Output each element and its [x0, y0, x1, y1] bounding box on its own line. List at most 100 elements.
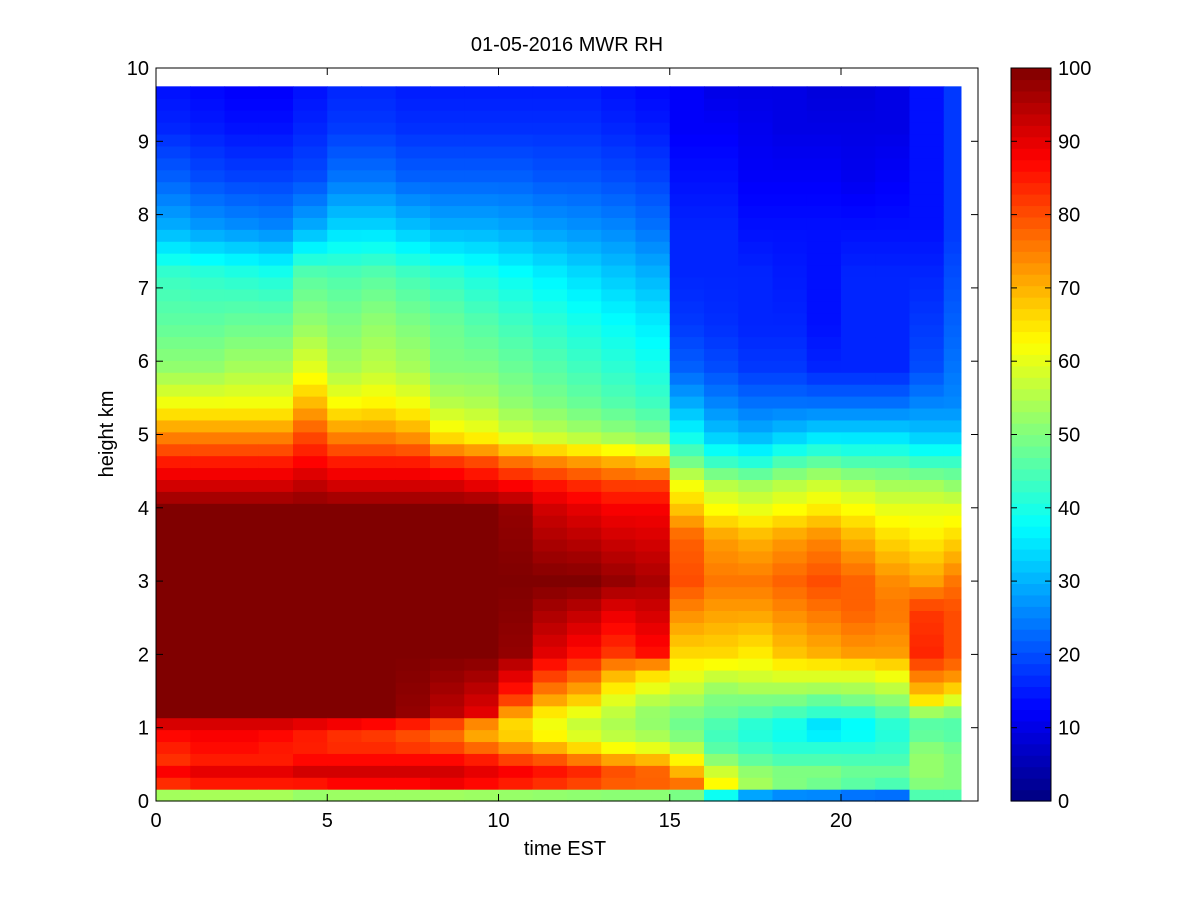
colorbar-band: [1011, 606, 1051, 619]
heatmap-cell: [567, 598, 602, 612]
heatmap-cell: [806, 431, 842, 445]
heatmap-cell: [258, 574, 294, 588]
heatmap-cell: [567, 729, 602, 743]
heatmap-cell: [772, 312, 808, 326]
heatmap-cell: [635, 407, 671, 421]
heatmap-cell: [841, 574, 876, 588]
heatmap-cell: [361, 145, 397, 159]
colorbar-band: [1011, 113, 1051, 126]
heatmap-cell: [361, 765, 397, 778]
heatmap-cell: [224, 610, 260, 623]
heatmap-cell: [909, 407, 945, 421]
heatmap-cell: [738, 193, 774, 207]
heatmap-cell: [156, 646, 191, 659]
heatmap-cell: [498, 157, 534, 171]
heatmap-cell: [464, 443, 500, 457]
heatmap-cell: [806, 241, 842, 254]
heatmap-cell: [498, 419, 534, 433]
heatmap-cell: [293, 276, 328, 290]
heatmap-cell: [156, 336, 191, 349]
heatmap-cell: [498, 443, 534, 457]
heatmap-cell: [293, 515, 328, 528]
heatmap-cell: [327, 586, 363, 600]
heatmap-cell: [224, 145, 260, 159]
heatmap-cell: [875, 110, 911, 123]
heatmap-cell: [635, 193, 671, 207]
heatmap-cell: [875, 598, 911, 612]
heatmap-cell: [772, 407, 808, 421]
heatmap-cell: [224, 193, 260, 207]
heatmap-cell: [601, 741, 637, 754]
heatmap-cell: [635, 646, 671, 659]
heatmap-cell: [258, 669, 294, 683]
heatmap-cell: [258, 145, 294, 159]
heatmap-cell: [841, 217, 876, 230]
heatmap-cell: [669, 646, 705, 659]
heatmap-cell: [395, 145, 431, 159]
heatmap-cell: [190, 479, 226, 492]
heatmap-cell: [943, 741, 962, 754]
heatmap-cell: [395, 253, 431, 266]
heatmap-cell: [669, 181, 705, 195]
heatmap-cell: [669, 622, 705, 635]
heatmap-cell: [875, 264, 911, 278]
heatmap-cell: [738, 789, 774, 802]
colorbar-band: [1011, 491, 1051, 504]
heatmap-cell: [532, 467, 568, 480]
heatmap-cell: [909, 312, 945, 326]
heatmap-cell: [567, 110, 602, 123]
heatmap-cell: [293, 527, 328, 540]
heatmap-cell: [361, 98, 397, 111]
colorbar-band: [1011, 640, 1051, 653]
heatmap-cell: [190, 181, 226, 195]
heatmap-cell: [806, 693, 842, 707]
heatmap-cell: [224, 574, 260, 588]
heatmap-cell: [395, 729, 431, 743]
heatmap-cell: [875, 253, 911, 266]
colorbar-band: [1011, 686, 1051, 699]
heatmap-cell: [704, 646, 739, 659]
colorbar-band: [1011, 732, 1051, 745]
heatmap-cell: [258, 181, 294, 195]
heatmap-cell: [601, 658, 637, 671]
heatmap-cell: [293, 741, 328, 754]
heatmap-cell: [841, 669, 876, 683]
heatmap-cell: [875, 300, 911, 314]
heatmap-cell: [464, 276, 500, 290]
heatmap-cell: [806, 729, 842, 743]
heatmap-cell: [293, 360, 328, 373]
heatmap-cell: [327, 527, 363, 540]
heatmap-cell: [258, 443, 294, 457]
heatmap-cell: [943, 693, 962, 707]
heatmap-cell: [875, 288, 911, 302]
heatmap-cell: [224, 705, 260, 719]
heatmap-cell: [258, 300, 294, 314]
heatmap-cell: [567, 241, 602, 254]
heatmap-cell: [190, 681, 226, 695]
heatmap-cell: [498, 741, 534, 754]
heatmap-cell: [772, 562, 808, 576]
heatmap-cell: [190, 407, 226, 421]
heatmap-cell: [601, 538, 637, 552]
heatmap-cell: [943, 205, 962, 218]
heatmap-cell: [224, 777, 260, 790]
heatmap-cell: [841, 634, 876, 647]
heatmap-cell: [532, 336, 568, 349]
heatmap-cell: [430, 360, 465, 373]
heatmap-cell: [156, 407, 191, 421]
heatmap-cell: [532, 765, 568, 778]
heatmap-cell: [909, 777, 945, 790]
heatmap-cell: [532, 169, 568, 183]
heatmap-cell: [943, 157, 962, 171]
heatmap-cell: [601, 586, 637, 600]
heatmap-cell: [635, 348, 671, 361]
heatmap-cell: [909, 396, 945, 409]
heatmap-cell: [224, 646, 260, 659]
heatmap-cell: [738, 276, 774, 290]
heatmap-cell: [532, 110, 568, 123]
heatmap-cell: [909, 550, 945, 564]
heatmap-cell: [395, 669, 431, 683]
heatmap-cell: [361, 229, 397, 242]
heatmap-cell: [361, 586, 397, 600]
